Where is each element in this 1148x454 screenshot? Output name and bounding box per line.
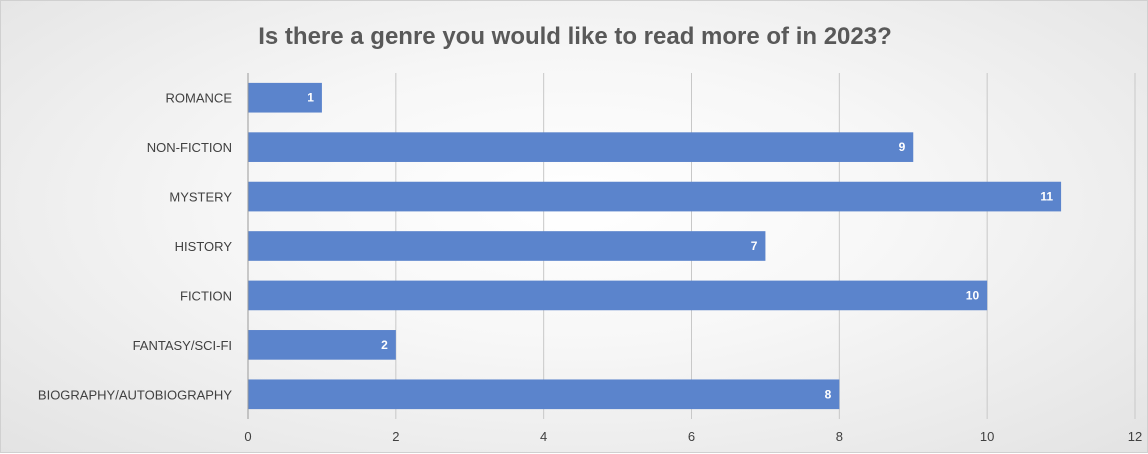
bar [248, 379, 840, 410]
bar [248, 132, 914, 162]
data-label: 8 [825, 387, 832, 401]
data-label: 9 [899, 140, 906, 154]
bar [248, 181, 1062, 212]
chart-title: Is there a genre you would like to read … [258, 23, 892, 50]
category-label: FANTASY/SCI-FI [133, 338, 232, 353]
labels: 0 2 4 6 8 10 12 ROMANCE 1 NON-FICTION 9 MYSTERY 11 HI… [38, 91, 1142, 444]
bar [248, 82, 322, 113]
x-tick-label: 4 [540, 429, 547, 444]
category-label: ROMANCE [166, 91, 233, 106]
category-label: HISTORY [175, 239, 233, 254]
data-label: 2 [381, 338, 388, 352]
data-label: 7 [751, 239, 758, 253]
x-tick-label: 0 [244, 429, 251, 444]
x-tick-label: 12 [1128, 429, 1142, 444]
data-label: 11 [1040, 190, 1053, 204]
bar [248, 231, 766, 261]
category-label: FICTION [180, 288, 232, 303]
x-tick-label: 6 [688, 429, 695, 444]
data-label: 10 [966, 288, 980, 302]
data-label: 1 [307, 91, 314, 105]
category-label: MYSTERY [169, 190, 232, 205]
bars [248, 82, 1062, 410]
category-label: BIOGRAPHY/AUTOBIOGRAPHY [38, 387, 232, 402]
x-tick-label: 2 [392, 429, 399, 444]
x-tick-label: 8 [836, 429, 843, 444]
bar [248, 330, 396, 360]
category-label: NON-FICTION [147, 140, 232, 155]
x-tick-label: 10 [980, 429, 994, 444]
bar [248, 280, 988, 311]
